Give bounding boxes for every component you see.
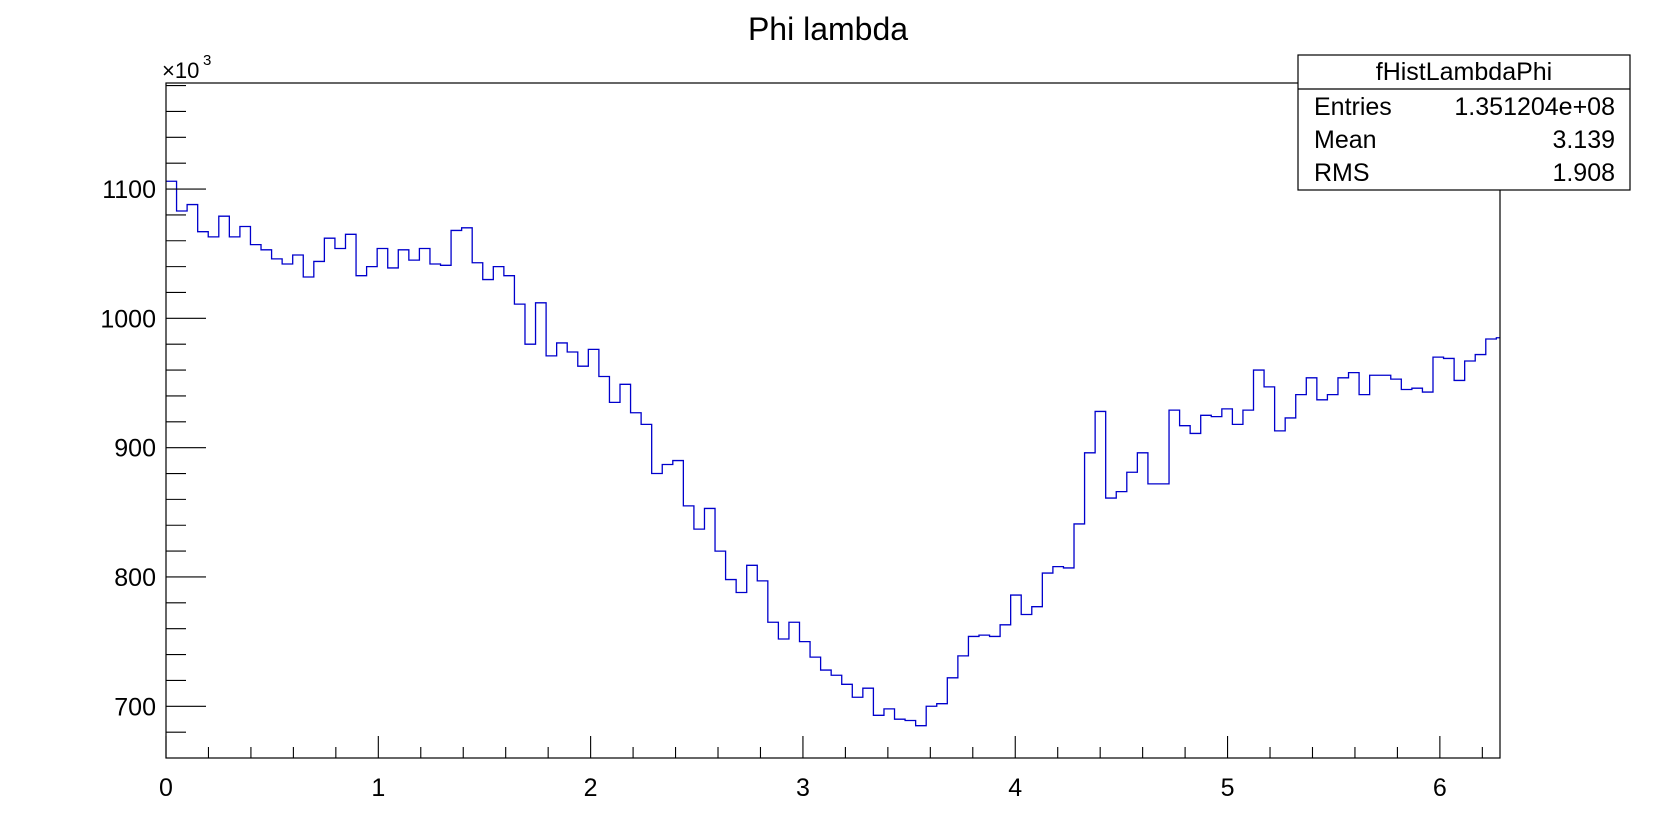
y-axis-exponent: ×10 3	[162, 52, 211, 83]
stats-mean-value: 3.139	[1552, 126, 1615, 154]
x-tick-label: 0	[159, 774, 173, 802]
stats-box-title: fHistLambdaPhi	[1376, 58, 1552, 86]
x-tick-label: 2	[584, 774, 598, 802]
stats-entries-label: Entries	[1314, 93, 1392, 121]
x-tick-label: 4	[1008, 774, 1022, 802]
y-tick-label: 700	[114, 693, 156, 721]
stats-box-frame	[1297, 54, 1631, 191]
y-axis-exponent-base: ×10	[162, 58, 199, 83]
y-axis-exponent-power: 3	[203, 52, 211, 69]
stats-rms-label: RMS	[1314, 159, 1370, 187]
y-tick-label: 900	[114, 435, 156, 463]
stats-box: fHistLambdaPhi Entries 1.351204e+08 Mean…	[1297, 54, 1631, 191]
x-tick-label: 5	[1221, 774, 1235, 802]
stats-entries-value: 1.351204e+08	[1454, 93, 1615, 121]
x-tick-label: 3	[796, 774, 810, 802]
chart-title: Phi lambda	[748, 11, 908, 47]
stats-rms-value: 1.908	[1552, 159, 1615, 187]
y-tick-label: 1100	[102, 176, 156, 204]
histogram-series-line	[166, 180, 1500, 727]
y-tick-label: 1000	[100, 305, 156, 333]
x-axis: 0 1 2 3 4 5 6	[159, 736, 1483, 802]
y-tick-label: 800	[114, 564, 156, 592]
stats-mean-label: Mean	[1314, 126, 1377, 154]
plot-frame	[165, 82, 1501, 759]
y-axis: 700 800 900 1000 1100	[100, 85, 206, 733]
x-tick-label: 1	[371, 774, 385, 802]
x-tick-label: 6	[1433, 774, 1447, 802]
